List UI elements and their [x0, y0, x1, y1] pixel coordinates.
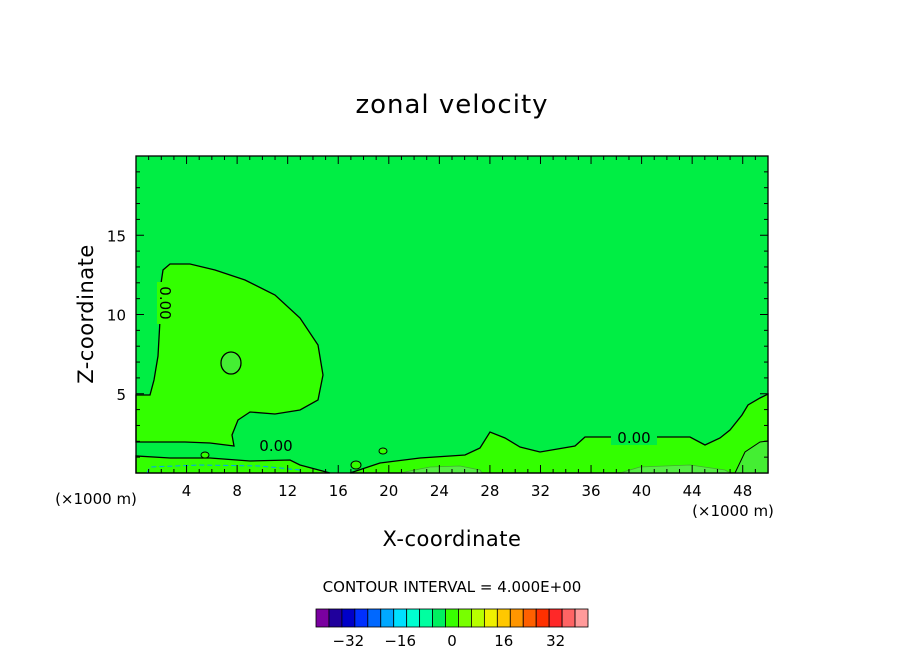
x-tick-label: 36 — [581, 482, 600, 500]
colorbar-swatch — [315, 608, 330, 628]
colorbar-swatch — [406, 608, 421, 628]
colorbar-swatch — [445, 608, 459, 628]
closed-contour-core — [220, 351, 242, 375]
x-tick-label: 32 — [531, 482, 550, 500]
colorbar-label: −32 — [333, 632, 365, 650]
y-tick-label: 5 — [116, 386, 126, 404]
x-units-right: (×1000 m) — [692, 502, 774, 520]
contour-label-vertical: 0.00 — [156, 286, 174, 319]
y-axis-ticks: 5 10 15 — [107, 171, 768, 458]
colorbar-label: 16 — [494, 632, 513, 650]
closed-contour-small-1 — [378, 447, 388, 455]
colorbar-swatch — [341, 608, 356, 628]
colorbar-swatch — [483, 608, 498, 628]
contour-label-bg-2 — [253, 437, 299, 453]
colorbar-labels: −32 −16 0 16 32 — [333, 632, 566, 650]
plot-area: 0.00 0.00 0.00 — [135, 155, 769, 474]
colorbar-label: 0 — [447, 632, 457, 650]
colorbar-swatch — [574, 608, 589, 628]
x-tick-label: 4 — [182, 482, 192, 500]
contour-label-bg-3 — [157, 282, 173, 324]
x-tick-label: 28 — [480, 482, 499, 500]
x-tick-label: 20 — [379, 482, 398, 500]
x-tick-label: 16 — [329, 482, 348, 500]
x-tick-label: 48 — [733, 482, 752, 500]
colorbar-label: 32 — [546, 632, 565, 650]
colorbar-swatch — [509, 608, 524, 628]
x-tick-label: 40 — [632, 482, 651, 500]
positive-band-bottom — [135, 455, 331, 474]
x-tick-label: 44 — [683, 482, 702, 500]
colorbar-swatch — [419, 608, 433, 628]
y-axis-label: Z-coordinate — [74, 244, 98, 384]
x-tick-label: 8 — [232, 482, 242, 500]
colorbar-swatch — [367, 608, 382, 628]
colorbar-label: −16 — [384, 632, 416, 650]
contour-label-bg-1 — [611, 429, 657, 445]
colorbar-swatch — [548, 608, 563, 628]
x-tick-label: 24 — [430, 482, 449, 500]
colorbar-swatch — [561, 608, 576, 628]
x-axis-label: X-coordinate — [383, 527, 522, 551]
colorbar-swatch — [535, 608, 550, 628]
contour-interval-text: CONTOUR INTERVAL = 4.000E+00 — [323, 578, 582, 596]
y-tick-label: 15 — [107, 227, 126, 245]
x-axis-ticks: 4 8 12 16 20 24 28 32 36 40 44 48 — [148, 156, 756, 500]
colorbar-swatch — [522, 608, 537, 628]
contour-label-left: 0.00 — [259, 437, 292, 455]
closed-contour-small-3 — [200, 451, 210, 459]
y-tick-label: 10 — [107, 307, 126, 325]
colorbar — [315, 608, 589, 628]
colorbar-swatch — [328, 608, 343, 628]
colorbar-swatch — [393, 608, 408, 628]
closed-contour-small-2 — [350, 460, 362, 470]
x-tick-label: 12 — [278, 482, 297, 500]
chart-title: zonal velocity — [355, 90, 548, 120]
colorbar-swatch — [496, 608, 511, 628]
x-units-left: (×1000 m) — [55, 490, 137, 508]
contour-label-right: 0.00 — [617, 429, 650, 447]
colorbar-swatch — [458, 608, 472, 628]
colorbar-swatch — [354, 608, 369, 628]
colorbar-swatch — [432, 608, 446, 628]
colorbar-swatch — [471, 608, 485, 628]
colorbar-swatch — [380, 608, 395, 628]
